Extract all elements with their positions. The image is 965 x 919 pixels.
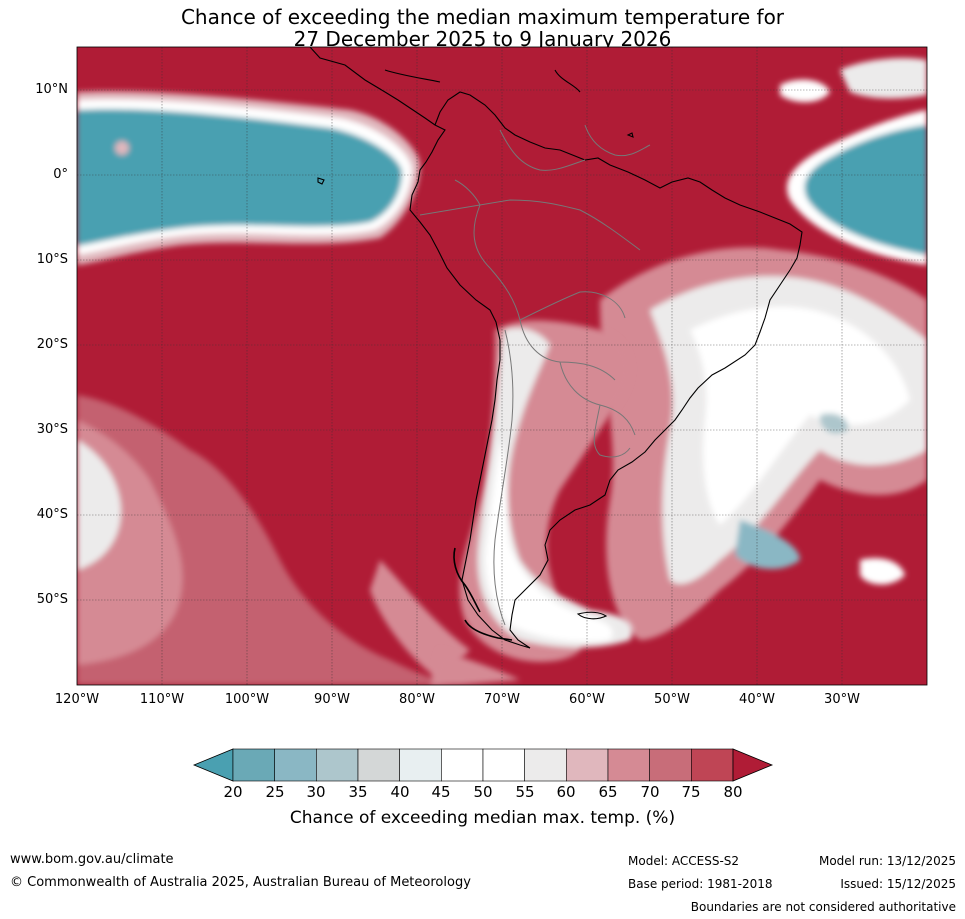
lon-label-50w: 50°W bbox=[654, 692, 690, 707]
lon-label-90w: 90°W bbox=[314, 692, 350, 707]
lat-label-10n: 10°N bbox=[35, 82, 68, 97]
legend-tick-55: 55 bbox=[515, 783, 535, 801]
lat-label-0: 0° bbox=[53, 167, 68, 182]
lon-label-100w: 100°W bbox=[224, 692, 270, 707]
footer-disclaimer: Boundaries are not considered authoritat… bbox=[690, 900, 956, 914]
legend-colorbar bbox=[192, 748, 774, 782]
lon-label-120w: 120°W bbox=[54, 692, 100, 707]
footer-model-run: Model run: 13/12/2025 bbox=[818, 854, 956, 868]
legend-cell-60-65 bbox=[566, 748, 609, 782]
footer-base-period: Base period: 1981-2018 bbox=[628, 877, 773, 891]
legend-cell-50-55 bbox=[482, 748, 525, 782]
legend-tick-45: 45 bbox=[431, 783, 451, 801]
lon-label-110w: 110°W bbox=[139, 692, 185, 707]
footer-url[interactable]: www.bom.gov.au/climate bbox=[10, 852, 174, 867]
legend-cell-70-75 bbox=[649, 748, 692, 782]
coastlines bbox=[309, 47, 803, 649]
legend-cell-20-25 bbox=[232, 748, 275, 782]
lat-label-20s: 20°S bbox=[36, 337, 68, 352]
lon-label-30w: 30°W bbox=[824, 692, 860, 707]
legend-tick-65: 65 bbox=[598, 783, 618, 801]
legend-cell-30-35 bbox=[316, 748, 359, 782]
legend-tick-50: 50 bbox=[473, 783, 493, 801]
south-atlantic-near-median-region bbox=[600, 247, 927, 640]
footer-copyright: © Commonwealth of Australia 2025, Austra… bbox=[10, 875, 471, 890]
legend-tick-20: 20 bbox=[223, 783, 243, 801]
legend-high-arrow bbox=[732, 748, 774, 782]
equatorial-pacific-low-region bbox=[77, 91, 420, 265]
legend-cell-55-60 bbox=[524, 748, 567, 782]
legend-cell-65-70 bbox=[607, 748, 650, 782]
legend-cell-40-45 bbox=[399, 748, 442, 782]
lat-label-10s: 10°S bbox=[36, 252, 68, 267]
graticule bbox=[77, 47, 927, 685]
lat-label-30s: 30°S bbox=[36, 422, 68, 437]
legend-tick-30: 30 bbox=[306, 783, 326, 801]
footer-model: Model: ACCESS-S2 bbox=[628, 854, 740, 868]
legend-cell-25-30 bbox=[274, 748, 317, 782]
patagonia-near-median-region bbox=[430, 320, 633, 685]
legend-title: Chance of exceeding median max. temp. (%… bbox=[289, 808, 676, 828]
legend-tick-40: 40 bbox=[390, 783, 410, 801]
legend-cell-35-40 bbox=[357, 748, 400, 782]
equatorial-atlantic-low-region bbox=[780, 58, 927, 265]
lon-label-40w: 40°W bbox=[739, 692, 775, 707]
forecast-map[interactable] bbox=[0, 0, 965, 740]
lon-label-70w: 70°W bbox=[484, 692, 520, 707]
country-borders bbox=[419, 124, 651, 626]
footer-issued: Issued: 15/12/2025 bbox=[840, 877, 956, 891]
legend-tick-25: 25 bbox=[265, 783, 285, 801]
lat-label-50s: 50°S bbox=[36, 592, 68, 607]
lon-label-60w: 60°W bbox=[569, 692, 605, 707]
south-pacific-moderate-region bbox=[77, 395, 470, 685]
legend-tick-80: 80 bbox=[723, 783, 743, 801]
legend-tick-75: 75 bbox=[681, 783, 701, 801]
lat-label-40s: 40°S bbox=[36, 507, 68, 522]
legend-tick-60: 60 bbox=[556, 783, 576, 801]
map-title-line1: Chance of exceeding the median maximum t… bbox=[180, 5, 785, 29]
legend-cell-45-50 bbox=[441, 748, 484, 782]
map-title-line2: 27 December 2025 to 9 January 2026 bbox=[293, 27, 672, 51]
lon-label-80w: 80°W bbox=[399, 692, 435, 707]
legend-tick-70: 70 bbox=[640, 783, 660, 801]
legend-tick-35: 35 bbox=[348, 783, 368, 801]
legend-cell-75-80 bbox=[691, 748, 734, 782]
map-frame bbox=[76, 46, 928, 686]
legend-low-arrow bbox=[192, 748, 234, 782]
